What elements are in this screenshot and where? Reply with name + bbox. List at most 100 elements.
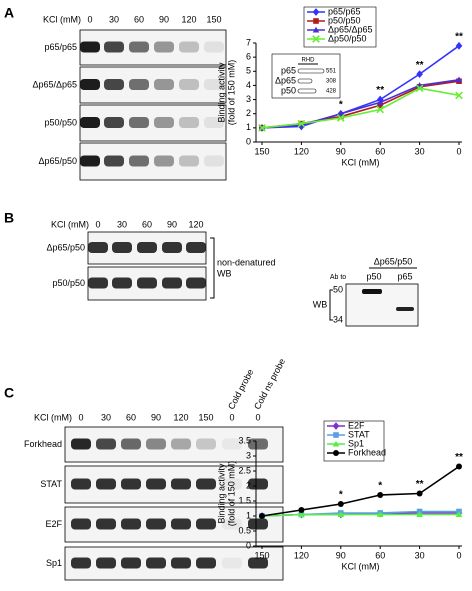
- lane-title: Cold probe: [226, 367, 256, 411]
- x-tick-label: 120: [294, 550, 309, 560]
- blot-band: [204, 117, 224, 128]
- data-point: [337, 110, 345, 117]
- wb-band: [396, 307, 414, 311]
- blot-band: [112, 277, 132, 289]
- inset-bar: [297, 68, 325, 74]
- y-tick-label: 1.5: [238, 495, 251, 505]
- x-tick-label: 30: [415, 146, 425, 156]
- blot-band: [222, 478, 242, 490]
- wb-marker: 34: [333, 314, 343, 324]
- wb-title: Δp65/p50: [374, 256, 413, 266]
- data-point: [337, 501, 344, 507]
- row-label: STAT: [40, 479, 62, 489]
- blot-band: [146, 518, 166, 530]
- series-line: [261, 87, 460, 129]
- lane-title: Cold ns probe: [252, 357, 287, 411]
- blot-band: [121, 557, 141, 569]
- lane-label: 90: [159, 14, 169, 24]
- lane-label: 0: [255, 412, 260, 422]
- data-point: [377, 102, 383, 109]
- blot-band: [146, 438, 166, 450]
- legend-label: Δp50/p50: [328, 33, 367, 43]
- y-tick-label: 3: [246, 94, 251, 104]
- inset-bar: [297, 88, 317, 94]
- blot-band: [129, 155, 149, 167]
- blot-band: [162, 242, 182, 253]
- x-axis-label: KCl (mM): [342, 561, 380, 571]
- wb-lane: p65: [397, 271, 412, 281]
- lane-label: 0: [87, 14, 92, 24]
- lane-label: 120: [188, 219, 203, 229]
- x-tick-label: 0: [456, 550, 461, 560]
- data-point: [336, 114, 345, 122]
- blot-band: [146, 478, 166, 490]
- y-tick-label: 2.5: [238, 465, 251, 475]
- blot-band: [196, 557, 216, 569]
- blot-band: [154, 41, 174, 53]
- data-point: [376, 99, 384, 105]
- bracket-label: non-denatured: [217, 257, 276, 267]
- blot-band: [186, 277, 206, 289]
- data-point: [298, 511, 305, 517]
- series-line: [261, 45, 460, 129]
- lane-label: 60: [126, 412, 136, 422]
- data-point: [337, 511, 345, 517]
- legend-label: Sp1: [348, 438, 364, 448]
- blot-band: [121, 438, 141, 450]
- row-label: E2F: [45, 519, 62, 529]
- blot-band: [104, 79, 124, 90]
- lane-label: 120: [173, 412, 188, 422]
- legend-marker: [333, 450, 339, 456]
- row-label: p50/p50: [44, 117, 77, 127]
- row-label: Δp65/p50: [46, 242, 85, 252]
- annotation: *: [339, 99, 343, 110]
- blot-band: [96, 478, 116, 490]
- y-tick-label: 2: [246, 480, 251, 490]
- y-tick-label: 3: [246, 450, 251, 460]
- blot-band: [171, 438, 191, 450]
- legend-label: p65/p65: [328, 6, 361, 16]
- data-point: [297, 119, 306, 128]
- blot-band: [104, 117, 124, 128]
- inset-value: 551: [326, 69, 337, 75]
- data-point: [416, 490, 423, 497]
- y-tick-label: 7: [246, 37, 251, 47]
- series-line: [261, 465, 460, 517]
- inset-label: p65: [281, 65, 296, 75]
- blot-band: [96, 557, 116, 569]
- blot-band: [154, 155, 174, 167]
- blot-band: [129, 79, 149, 90]
- lane-label: 60: [142, 219, 152, 229]
- wb-ab-label: Ab to: [330, 274, 346, 281]
- data-point: [376, 511, 384, 517]
- blot-band: [80, 79, 100, 90]
- wb-bracket: [329, 289, 333, 321]
- inset-value: 428: [326, 89, 337, 95]
- blot-band: [154, 117, 174, 128]
- blot-band: [104, 41, 124, 53]
- blot-band: [154, 79, 174, 90]
- lane-label: 30: [109, 14, 119, 24]
- bracket: [210, 237, 215, 299]
- legend-label: Forkhead: [348, 447, 386, 457]
- y-tick-label: 4: [246, 80, 251, 90]
- blot-band: [186, 242, 206, 253]
- blot-band: [112, 242, 132, 253]
- blot-band: [248, 438, 268, 450]
- data-point: [377, 492, 384, 498]
- legend-marker: [312, 26, 320, 33]
- blot-band: [88, 277, 108, 289]
- blot-band: [96, 518, 116, 530]
- data-point: [258, 123, 266, 132]
- annotation: **: [416, 60, 424, 71]
- x-tick-label: 60: [375, 146, 385, 156]
- blot-band: [171, 557, 191, 569]
- annotation: *: [339, 490, 343, 501]
- blot-band: [121, 518, 141, 530]
- blot-band: [204, 41, 224, 53]
- lane-label: 0: [78, 412, 83, 422]
- y-tick-label: 1: [246, 510, 251, 520]
- blot-header: KCl (mM): [51, 219, 89, 229]
- x-axis-label: KCl (mM): [342, 157, 380, 167]
